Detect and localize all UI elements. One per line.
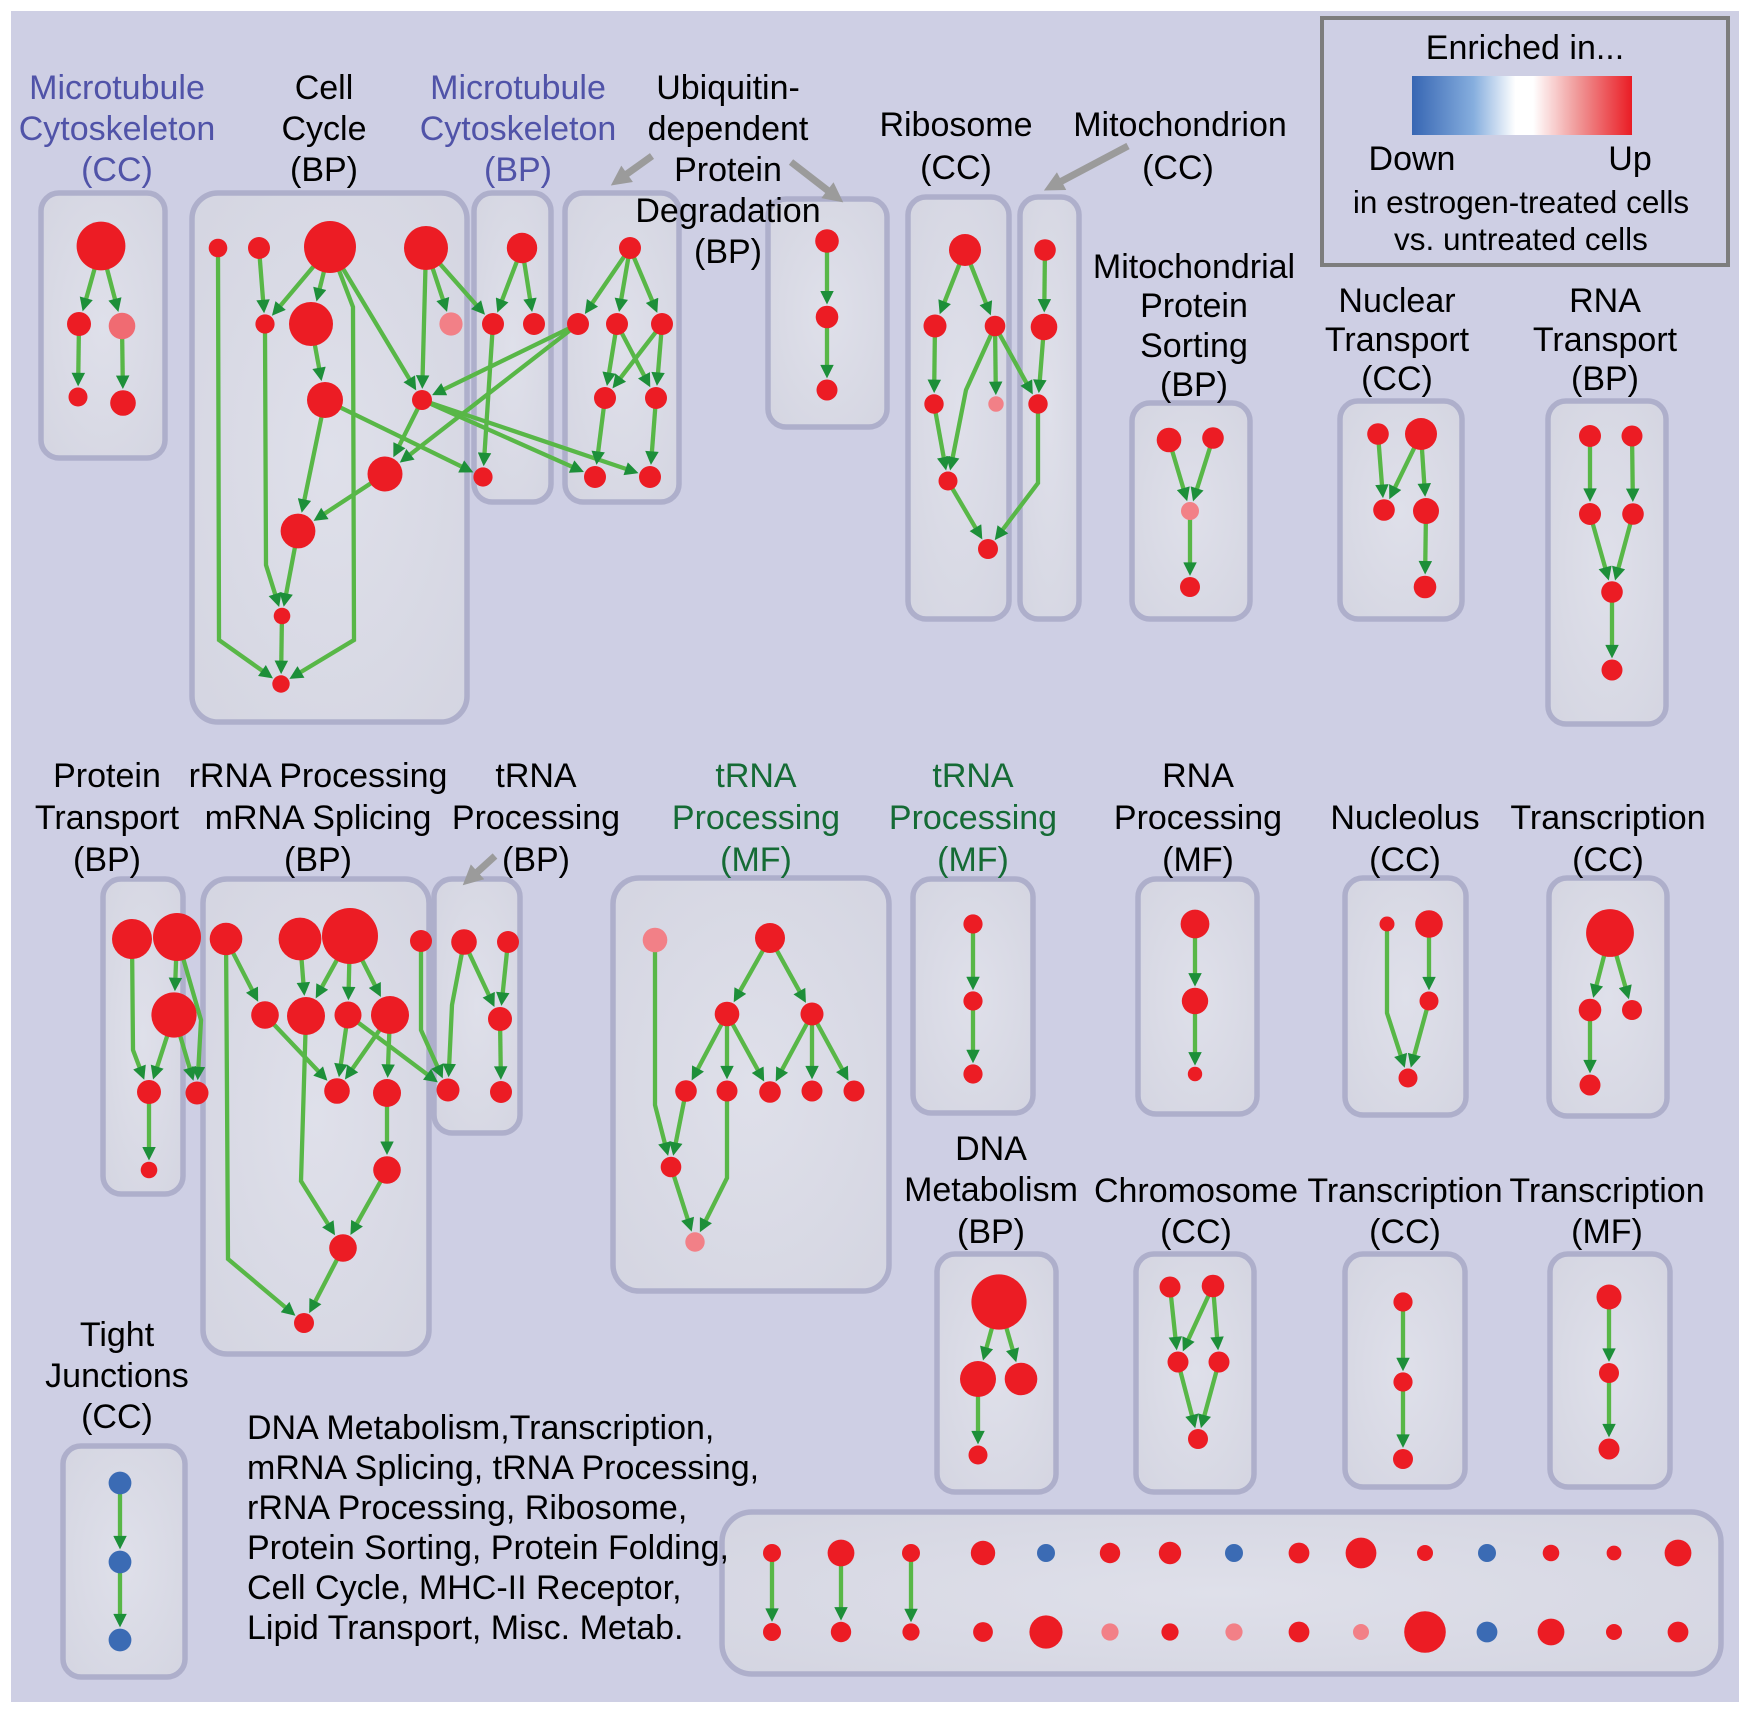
svg-text:Nuclear: Nuclear	[1338, 282, 1455, 320]
svg-text:mRNA Splicing: mRNA Splicing	[205, 799, 432, 837]
svg-text:Transcription: Transcription	[1307, 1172, 1502, 1210]
svg-text:(MF): (MF)	[937, 841, 1009, 879]
svg-text:(CC): (CC)	[81, 151, 153, 189]
svg-text:(BP): (BP)	[73, 841, 141, 879]
svg-text:(BP): (BP)	[694, 233, 762, 271]
svg-text:rRNA Processing, Ribosome,: rRNA Processing, Ribosome,	[247, 1489, 687, 1527]
svg-text:(CC): (CC)	[1369, 1213, 1441, 1251]
svg-text:Degradation: Degradation	[635, 192, 820, 230]
svg-text:Down: Down	[1369, 140, 1456, 178]
svg-text:Nucleolus: Nucleolus	[1330, 799, 1479, 837]
svg-text:Chromosome: Chromosome	[1094, 1172, 1298, 1210]
svg-text:RNA: RNA	[1162, 757, 1234, 795]
svg-text:Cytoskeleton: Cytoskeleton	[19, 110, 216, 148]
svg-text:Lipid Transport, Misc. Metab.: Lipid Transport, Misc. Metab.	[247, 1609, 684, 1647]
svg-text:in estrogen-treated cells: in estrogen-treated cells	[1353, 184, 1689, 220]
svg-text:Processing: Processing	[452, 799, 620, 837]
svg-text:(BP): (BP)	[1571, 360, 1639, 398]
svg-text:Junctions: Junctions	[45, 1357, 189, 1395]
svg-text:Transcription: Transcription	[1510, 799, 1705, 837]
svg-text:Transcription: Transcription	[1509, 1172, 1704, 1210]
svg-text:Protein Sorting, Protein Foldi: Protein Sorting, Protein Folding,	[247, 1529, 729, 1567]
svg-text:(BP): (BP)	[484, 151, 552, 189]
svg-text:(MF): (MF)	[1162, 841, 1234, 879]
svg-text:Cell Cycle, MHC-II Receptor,: Cell Cycle, MHC-II Receptor,	[247, 1569, 682, 1607]
svg-text:vs. untreated cells: vs. untreated cells	[1394, 221, 1648, 257]
svg-text:(MF): (MF)	[1571, 1213, 1643, 1251]
svg-text:(CC): (CC)	[1160, 1213, 1232, 1251]
svg-text:(CC): (CC)	[81, 1398, 153, 1436]
svg-text:(BP): (BP)	[290, 151, 358, 189]
svg-text:Ribosome: Ribosome	[879, 106, 1032, 144]
svg-text:Up: Up	[1608, 140, 1651, 178]
svg-text:Cell: Cell	[295, 69, 354, 107]
svg-text:DNA: DNA	[955, 1130, 1027, 1168]
svg-text:Tight: Tight	[80, 1316, 155, 1354]
svg-text:Microtubule: Microtubule	[430, 69, 606, 107]
svg-text:(CC): (CC)	[1361, 360, 1433, 398]
svg-text:(CC): (CC)	[920, 149, 992, 187]
svg-text:Transport: Transport	[1533, 321, 1678, 359]
svg-text:rRNA Processing: rRNA Processing	[189, 757, 448, 795]
svg-text:(BP): (BP)	[957, 1213, 1025, 1251]
svg-text:Processing: Processing	[672, 799, 840, 837]
svg-text:(CC): (CC)	[1142, 149, 1214, 187]
svg-text:Cytoskeleton: Cytoskeleton	[420, 110, 617, 148]
svg-text:Cycle: Cycle	[281, 110, 366, 148]
svg-text:Processing: Processing	[889, 799, 1057, 837]
svg-text:Mitochondrial: Mitochondrial	[1093, 248, 1295, 286]
svg-text:DNA Metabolism,Transcription,: DNA Metabolism,Transcription,	[247, 1409, 714, 1447]
svg-text:Protein: Protein	[1140, 287, 1248, 325]
svg-text:Transport: Transport	[1325, 321, 1470, 359]
svg-text:(BP): (BP)	[502, 841, 570, 879]
svg-text:Processing: Processing	[1114, 799, 1282, 837]
svg-text:tRNA: tRNA	[715, 757, 797, 795]
svg-text:Protein: Protein	[53, 757, 161, 795]
svg-text:tRNA: tRNA	[932, 757, 1014, 795]
svg-text:Metabolism: Metabolism	[904, 1171, 1078, 1209]
svg-text:(BP): (BP)	[1160, 366, 1228, 404]
svg-text:(MF): (MF)	[720, 841, 792, 879]
svg-text:RNA: RNA	[1569, 282, 1641, 320]
svg-text:Mitochondrion: Mitochondrion	[1073, 106, 1287, 144]
svg-text:dependent: dependent	[648, 110, 809, 148]
svg-text:mRNA Splicing, tRNA Processing: mRNA Splicing, tRNA Processing,	[247, 1449, 759, 1487]
svg-text:Ubiquitin-: Ubiquitin-	[656, 69, 800, 107]
svg-text:Protein: Protein	[674, 151, 782, 189]
svg-text:(CC): (CC)	[1572, 841, 1644, 879]
svg-text:Enriched in...: Enriched in...	[1426, 29, 1624, 67]
svg-text:(CC): (CC)	[1369, 841, 1441, 879]
svg-text:Sorting: Sorting	[1140, 327, 1248, 365]
svg-text:Microtubule: Microtubule	[29, 69, 205, 107]
svg-text:(BP): (BP)	[284, 841, 352, 879]
svg-text:Transport: Transport	[35, 799, 180, 837]
svg-text:tRNA: tRNA	[495, 757, 577, 795]
